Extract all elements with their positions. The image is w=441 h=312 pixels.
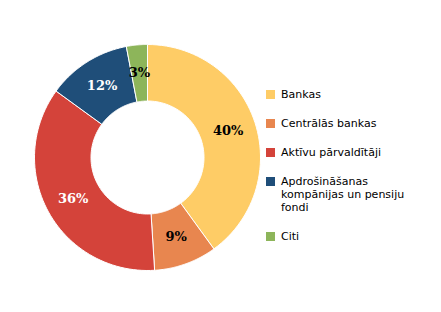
html-text:Aktīvu pārvaldītāji: Aktīvu pārvaldītāji	[281, 146, 381, 159]
svg-text:40%: 40%	[213, 123, 244, 138]
svg-text:36%: 36%	[58, 190, 89, 205]
svg-text:12%: 12%	[87, 78, 118, 93]
html-text:Citi: Citi	[281, 230, 300, 243]
html-text:Centrālās bankas: Centrālās bankas	[281, 117, 377, 130]
html-text:Apdrošināšanas kompānijas un p: Apdrošināšanas kompānijas un pensiju fon…	[281, 175, 405, 214]
svg-text:3%: 3%	[129, 65, 151, 80]
svg-text:9%: 9%	[166, 229, 188, 244]
html-text:Bankas: Bankas	[281, 88, 321, 101]
